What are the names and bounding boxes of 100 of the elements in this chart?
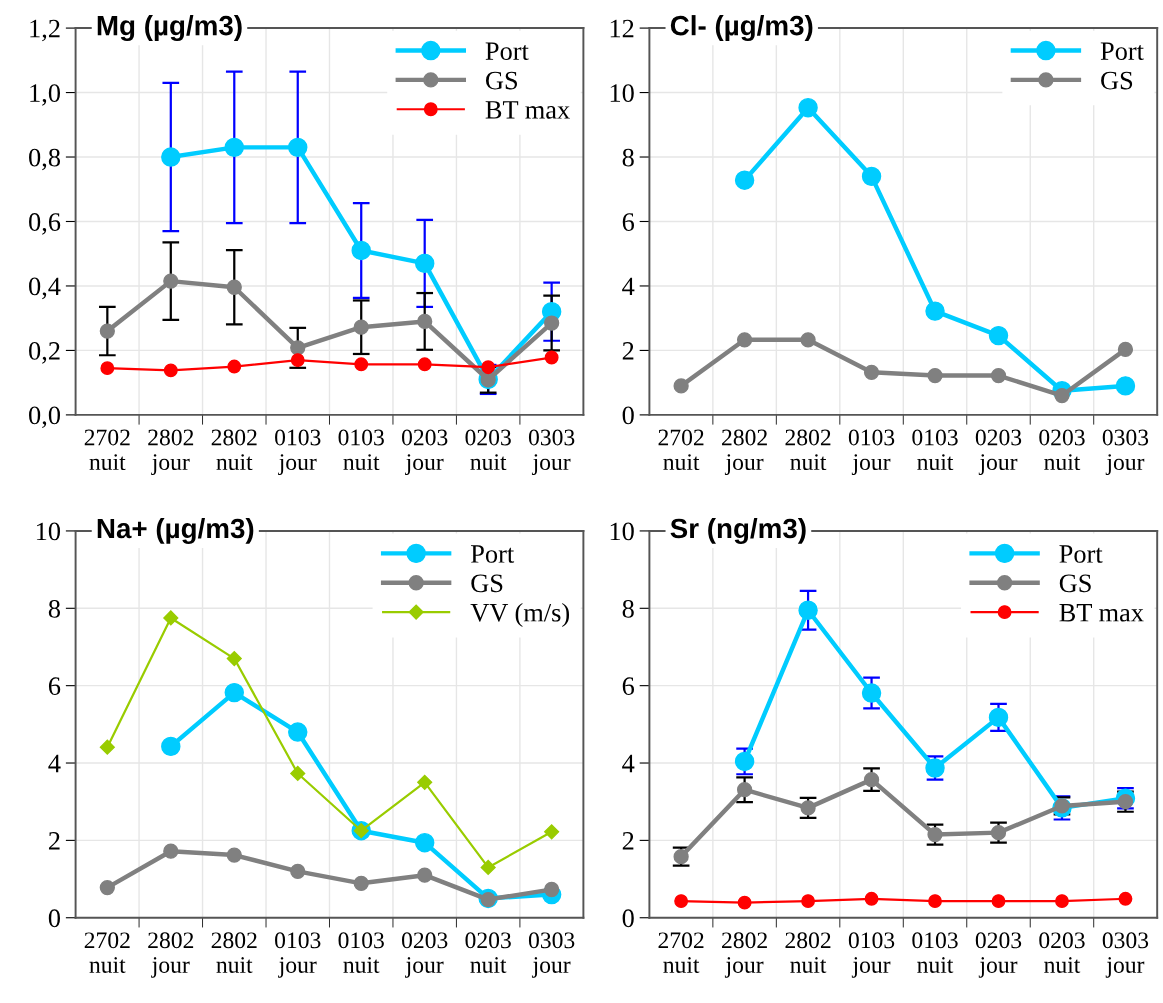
- x-tick-label: 0303 jour: [1102, 932, 1149, 978]
- point: [288, 137, 308, 158]
- x-tick-label: 2702 nuit: [84, 932, 130, 973]
- point: [927, 367, 943, 384]
- point: [290, 765, 306, 782]
- legend-label: VV (m/s): [470, 603, 570, 627]
- point: [1054, 387, 1070, 404]
- point: [226, 279, 242, 295]
- point: [99, 323, 115, 339]
- point: [544, 315, 560, 331]
- point: [290, 863, 306, 879]
- point: [417, 774, 433, 790]
- point: [1117, 794, 1134, 810]
- point: [226, 847, 242, 863]
- point: [734, 170, 755, 190]
- x-tick-label: 2802 jour: [722, 932, 767, 978]
- point: [481, 360, 496, 375]
- point: [290, 353, 305, 368]
- x-tick-label: 0203 nuit: [465, 429, 511, 471]
- chart-title: Mg (µg/m3): [97, 15, 242, 42]
- point: [226, 651, 242, 667]
- x-tick-label: 2702 nuit: [658, 429, 704, 471]
- x-tick-label: 0203 jour: [401, 429, 448, 475]
- y-tick-label: 1,2: [30, 19, 60, 42]
- point: [544, 350, 559, 365]
- point: [353, 319, 369, 335]
- point: [1118, 891, 1133, 906]
- legend-label: GS: [1101, 71, 1133, 90]
- x-tick-label: 0103 jour: [275, 429, 321, 475]
- point: [224, 682, 245, 703]
- point: [1055, 894, 1069, 909]
- point: [100, 361, 115, 376]
- legend-label: BT max: [485, 101, 570, 119]
- legend-label: GS: [471, 574, 503, 593]
- x-tick-label: 0203 nuit: [465, 932, 511, 973]
- x-tick-label: 2802 jour: [148, 429, 194, 475]
- point: [863, 364, 880, 380]
- y-tick-label: 10: [36, 522, 61, 541]
- x-tick-label: 0303 jour: [1102, 429, 1149, 475]
- x-tick-label: 0103 jour: [848, 932, 895, 978]
- legend-label: Port: [485, 42, 529, 61]
- point: [1117, 341, 1134, 358]
- x-tick-label: 0203 nuit: [1039, 932, 1085, 973]
- y-tick-label: 0,4: [29, 277, 61, 300]
- chart-title: Cl- (µg/m3): [670, 15, 813, 42]
- x-tick-label: 0103 nuit: [912, 932, 958, 973]
- y-tick-label: 8: [622, 599, 634, 618]
- x-tick-label: 0203 jour: [401, 932, 448, 978]
- x-tick-label: 2802 nuit: [211, 429, 257, 471]
- x-tick-label: 0203 nuit: [1039, 429, 1085, 471]
- point: [224, 137, 245, 158]
- point: [798, 97, 818, 118]
- point: [737, 895, 752, 910]
- y-tick-label: 1,0: [30, 84, 61, 106]
- legend-label: Port: [1059, 545, 1103, 563]
- point: [736, 782, 753, 798]
- point: [861, 683, 882, 703]
- point: [798, 600, 818, 620]
- point: [99, 879, 115, 896]
- x-tick-label: 2802 nuit: [211, 932, 257, 973]
- point: [480, 859, 496, 876]
- y-tick-label: 10: [610, 84, 634, 102]
- point: [414, 253, 435, 274]
- point: [163, 273, 179, 289]
- point: [417, 357, 432, 372]
- chart-title: Sr (ng/m3): [670, 517, 806, 544]
- point: [288, 722, 308, 742]
- y-tick-label: 0: [622, 406, 634, 425]
- y-tick-label: 0,6: [29, 213, 61, 235]
- point: [99, 739, 115, 755]
- point: [417, 867, 433, 883]
- y-tick-label: 4: [48, 754, 61, 773]
- y-tick-label: 0: [48, 909, 61, 928]
- point: [161, 736, 181, 757]
- y-tick-label: 8: [48, 599, 61, 618]
- x-tick-label: 0103 nuit: [338, 429, 384, 471]
- y-tick-label: 0,8: [29, 148, 61, 171]
- x-tick-label: 0303 jour: [528, 932, 575, 978]
- point: [928, 894, 942, 909]
- y-tick-label: 2: [622, 832, 634, 850]
- point: [354, 357, 369, 372]
- y-tick-label: 2: [622, 342, 634, 360]
- x-tick-label: 2802 nuit: [785, 932, 831, 973]
- y-tick-label: 6: [622, 213, 635, 231]
- point: [861, 166, 882, 187]
- x-tick-label: 2702 nuit: [84, 429, 130, 471]
- point: [801, 894, 816, 909]
- legend-label: BT max: [1059, 604, 1144, 622]
- point: [227, 359, 242, 374]
- point: [991, 894, 1006, 909]
- point: [925, 301, 945, 321]
- point: [673, 378, 689, 394]
- y-tick-label: 0,2: [29, 342, 60, 364]
- point: [417, 313, 433, 330]
- legend-label: GS: [485, 71, 517, 90]
- x-tick-label: 0303 jour: [528, 429, 575, 475]
- y-tick-label: 6: [48, 677, 61, 696]
- point: [863, 772, 880, 788]
- point: [161, 147, 181, 167]
- point: [988, 707, 1009, 728]
